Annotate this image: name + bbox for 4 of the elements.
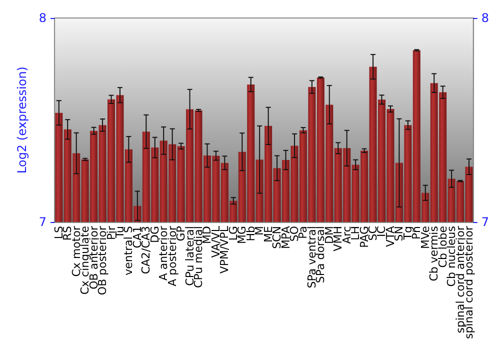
y2-tick-label: 8 bbox=[481, 11, 490, 25]
y2-tick-label: 7 bbox=[481, 215, 490, 230]
x-tick-label: OB posterior bbox=[96, 226, 110, 296]
y-axis-title: Log2 (expression) bbox=[15, 66, 29, 174]
